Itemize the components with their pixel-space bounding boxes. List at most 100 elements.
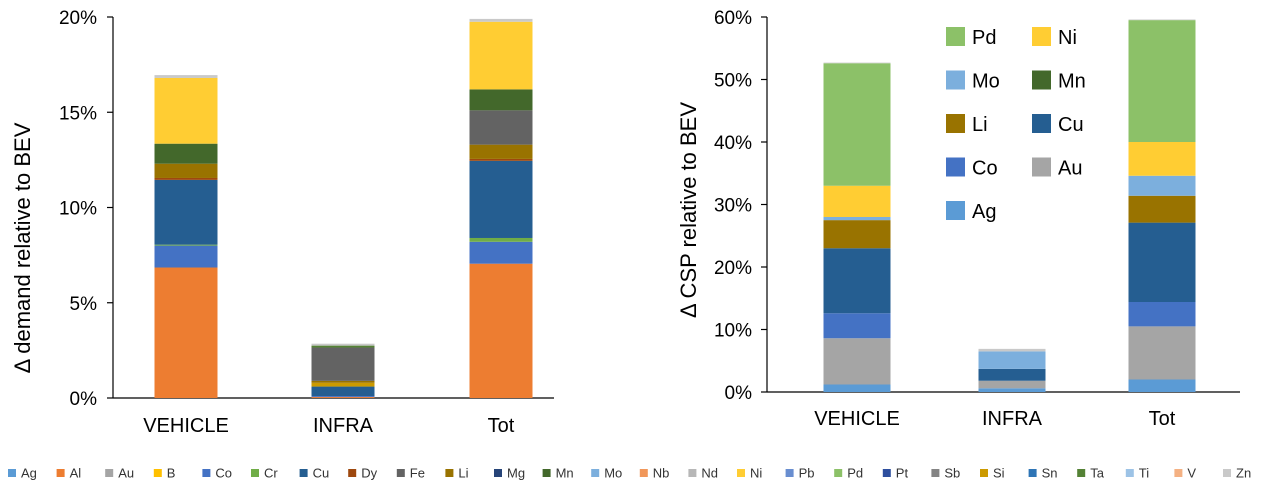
legend-swatch-pt <box>882 469 891 477</box>
category-label: INFRA <box>313 415 374 437</box>
y-tick-label: 20% <box>59 8 97 29</box>
bar-segment-cu <box>469 160 533 238</box>
bar-segment-co <box>823 313 891 339</box>
bar-segment-ni <box>469 21 533 90</box>
legend-label: Dy <box>361 466 377 481</box>
legend-label: Au <box>1058 158 1082 180</box>
legend-label: Mn <box>556 466 574 481</box>
bar-segment-co <box>154 245 218 268</box>
legend-swatch-ta <box>1077 469 1086 477</box>
bar-segment-zn <box>469 18 533 22</box>
bar-segment-ta <box>311 345 375 348</box>
y-axis-label: Δ CSP relative to BEV <box>676 102 701 318</box>
bar-segment-li <box>1128 195 1196 223</box>
legend-swatch-v <box>1174 469 1183 477</box>
legend-label: Ag <box>972 201 996 223</box>
legend-label: Nd <box>701 466 718 481</box>
legend-label: Li <box>972 114 988 136</box>
legend-label: Au <box>118 466 134 481</box>
legend-label: Co <box>215 466 232 481</box>
y-tick-label: 50% <box>714 71 752 92</box>
bar-segment-fe <box>469 110 533 145</box>
category-label: VEHICLE <box>814 408 900 430</box>
y-tick-label: 15% <box>59 103 97 124</box>
legend-swatch-cr <box>251 469 259 477</box>
legend-label: Nb <box>653 466 670 481</box>
legend-label: Mo <box>972 71 1000 93</box>
bar-segment-li <box>154 163 218 178</box>
legend-label: Si <box>993 466 1005 481</box>
legend-swatch-mn <box>542 469 551 477</box>
legend-label: Cu <box>313 466 330 481</box>
legend-swatch-au <box>105 469 114 477</box>
bar-segment-li <box>311 380 375 383</box>
bar-segment-dy <box>469 158 533 161</box>
bar-segment-ag <box>1128 379 1196 392</box>
legend-label: Ni <box>750 466 762 481</box>
bar-segment-zn <box>1128 19 1196 21</box>
y-tick-label: 0% <box>725 383 753 404</box>
legend-label: Pd <box>972 27 996 49</box>
bar-segment-li <box>823 220 891 249</box>
bar-segment-ag <box>978 388 1046 392</box>
bar-segment-au <box>823 338 891 385</box>
legend-label: Mg <box>507 466 525 481</box>
bar-segment-al <box>154 267 218 398</box>
bar-segment-pd <box>1128 20 1196 142</box>
legend-swatch-sn <box>1028 469 1037 477</box>
bar-segment-mo <box>978 351 1046 369</box>
legend-swatch-ni <box>737 469 745 477</box>
bar-segment-cu <box>154 179 218 245</box>
y-tick-label: 10% <box>59 199 97 220</box>
bar-segment-ni <box>1128 142 1196 176</box>
bar-segment-au <box>978 380 1046 389</box>
bar-segment-ni <box>823 185 891 217</box>
legend-swatch-cu <box>1032 114 1051 133</box>
legend-label: Mo <box>604 466 622 481</box>
legend-swatch-co <box>202 469 211 477</box>
legend-swatch-al <box>56 469 65 477</box>
legend-swatch-nb <box>639 469 648 477</box>
legend-label: Cr <box>264 466 278 481</box>
bar-segment-pd <box>823 63 891 186</box>
bar-segment-si <box>311 382 375 387</box>
bar-segment-ni <box>154 77 218 144</box>
legend-label: Cu <box>1058 114 1084 136</box>
legend-swatch-sb <box>931 469 940 477</box>
category-label: VEHICLE <box>143 415 229 437</box>
legend-label: Li <box>458 466 468 481</box>
legend-label: Ti <box>1139 466 1149 481</box>
legend-swatch-ag <box>946 201 965 220</box>
legend-label: V <box>1187 466 1196 481</box>
legend-label: Ag <box>21 466 37 481</box>
bar-segment-co <box>1128 302 1196 327</box>
bar-segment-mn <box>154 143 218 164</box>
legend-swatch-mg <box>494 469 502 477</box>
legend-label: Ni <box>1058 27 1077 49</box>
legend-swatch-ti <box>1125 469 1134 477</box>
legend-label: Fe <box>410 466 425 481</box>
legend-swatch-au <box>1032 157 1051 177</box>
bar-segment-zn <box>154 75 218 78</box>
legend-swatch-mn <box>1032 70 1051 90</box>
legend-swatch-ni <box>1032 27 1051 46</box>
bar-segment-au <box>1128 326 1196 380</box>
bottom-legend: Ag Al Au B Co Cr Cu Dy Fe Li Mg Mn Mo Nb Nd Ni Pb Pd Pt Sb S… <box>8 466 1251 481</box>
bar-segment-li <box>469 144 533 159</box>
legend-label: Pt <box>896 466 909 481</box>
chart-legend: Pd Ni Mo Mn Li Cu Co Au Ag <box>946 27 1086 223</box>
y-tick-label: 40% <box>714 133 752 154</box>
bar-segment-mo <box>1128 175 1196 196</box>
legend-label: Ta <box>1090 466 1105 481</box>
legend-label: Mn <box>1058 71 1086 93</box>
legend-swatch-li <box>946 114 965 133</box>
bar-segment-dy <box>154 177 218 180</box>
category-label: Tot <box>488 415 515 437</box>
legend-swatch-mo <box>591 469 600 477</box>
legend-swatch-b <box>153 469 162 477</box>
legend-swatch-ag <box>8 469 16 477</box>
bar-segment-cu <box>311 386 375 397</box>
legend-swatch-pd <box>946 27 965 46</box>
bar-segment-ag <box>823 384 891 392</box>
chart-1: 0% 5% 10% 15% 20% Δ demand relative to BEV VEH… <box>10 8 554 437</box>
